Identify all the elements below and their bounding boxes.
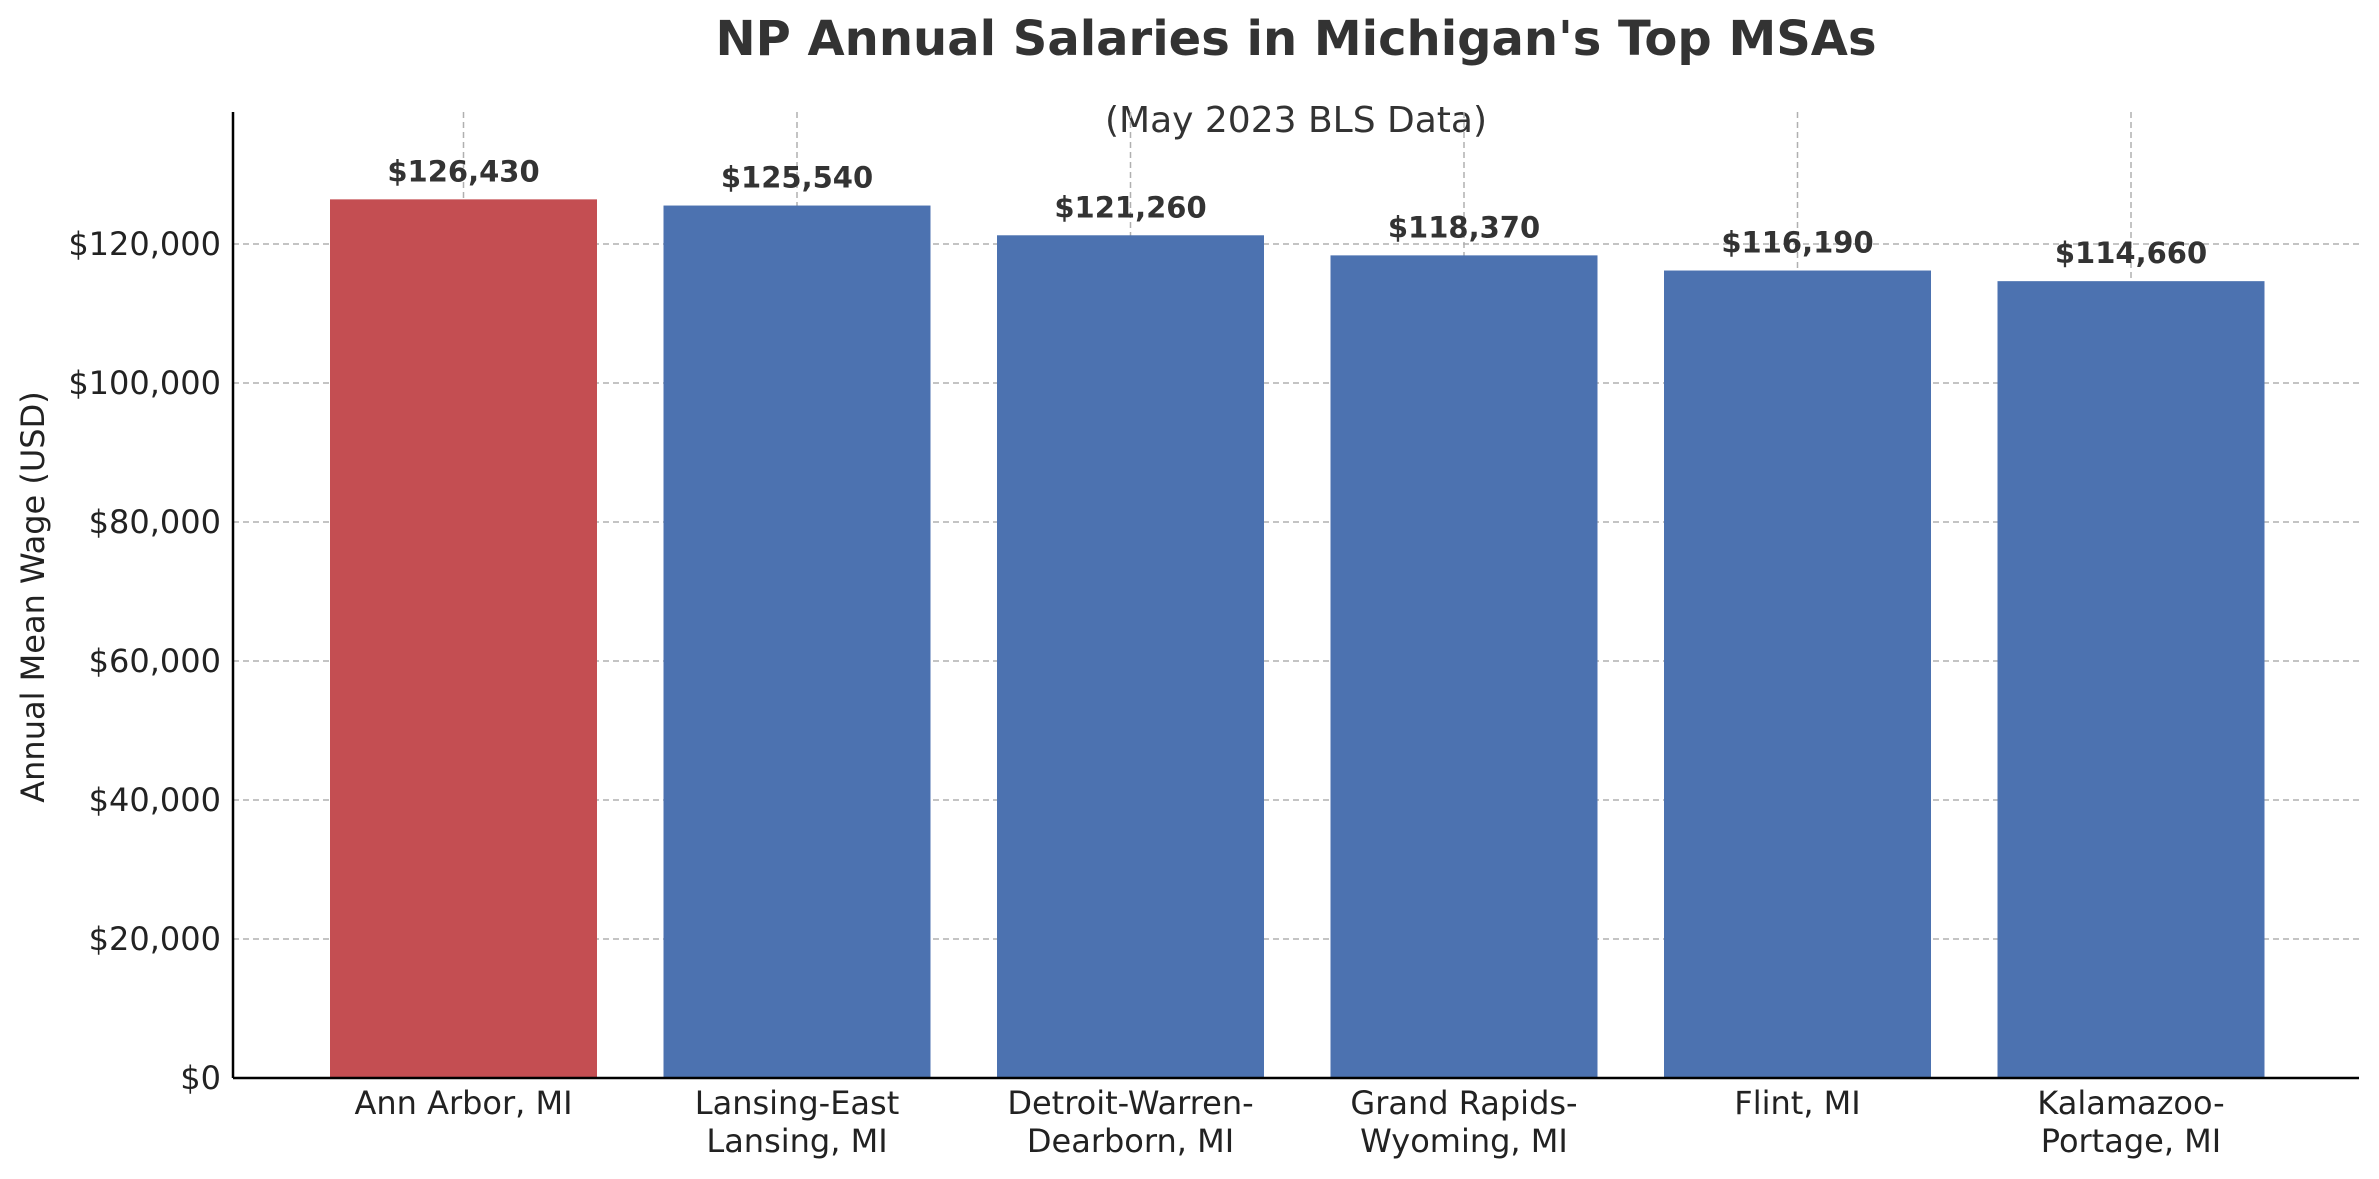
data-label: $125,540 (721, 161, 873, 195)
chart-subtitle: (May 2023 BLS Data) (1105, 100, 1487, 141)
data-label: $116,190 (1721, 226, 1873, 260)
y-tick-label: $100,000 (68, 364, 221, 402)
data-label: $126,430 (387, 154, 539, 188)
y-tick-label: $40,000 (89, 781, 221, 819)
x-tick-label: Flint, MI (1734, 1084, 1860, 1122)
y-axis-label: Annual Mean Wage (USD) (14, 391, 52, 802)
y-tick-label: $20,000 (89, 920, 221, 958)
data-label: $118,370 (1388, 210, 1540, 244)
x-tick-label: Ann Arbor, MI (354, 1084, 572, 1122)
y-tick-label: $0 (180, 1059, 221, 1097)
bar (330, 199, 597, 1078)
x-tick-label: Detroit-Warren-Dearborn, MI (1007, 1084, 1253, 1160)
x-tick-label: Kalamazoo-Portage, MI (2037, 1084, 2224, 1160)
y-tick-label: $60,000 (89, 642, 221, 680)
bar (1997, 281, 2265, 1078)
y-tick-label: $80,000 (89, 503, 221, 541)
data-label: $114,660 (2055, 236, 2207, 270)
axes (231, 112, 2359, 1080)
bar (997, 235, 1264, 1078)
x-tick-label: Lansing-East Lansing, MI (695, 1084, 899, 1160)
data-label: $121,260 (1054, 190, 1206, 224)
x-tick-label: Grand Rapids-Wyoming, MI (1350, 1084, 1577, 1160)
chart-title: NP Annual Salaries in Michigan's Top MSA… (715, 11, 1876, 67)
y-tick-label: $120,000 (68, 225, 221, 263)
bars (330, 199, 2265, 1078)
bar (1330, 255, 1598, 1078)
bar (663, 205, 931, 1078)
bar (1664, 270, 1931, 1078)
labels: $0 $20,000 $40,000 $60,000 $80,000 $100,000 $1… (68, 154, 2224, 1160)
